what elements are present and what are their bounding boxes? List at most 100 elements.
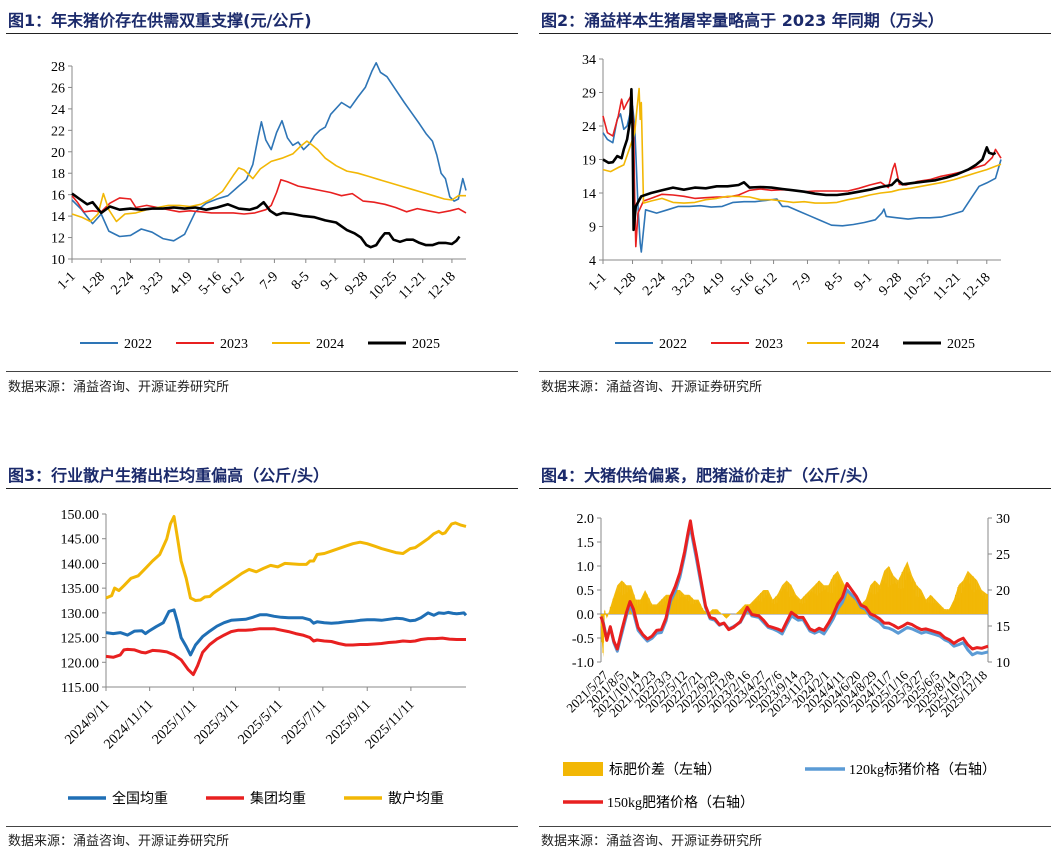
chart-1-x-tick-label: 6-12: [219, 269, 248, 298]
chart-3-y-tick-label: 125.00: [61, 632, 100, 647]
chart-2-x-tick-label: 1-1: [586, 270, 610, 294]
chart-2-x-tick-label: 3-23: [670, 270, 699, 299]
chart-4-bottom-rule: [539, 826, 1051, 827]
chart-3-legend-label: 集团均重: [250, 790, 306, 807]
chart-1-y-tick-label: 22: [51, 124, 65, 139]
chart-1-y-tick-label: 28: [51, 60, 65, 75]
chart-3-y-tick-label: 150.00: [61, 508, 100, 523]
chart-4-top-rule: [539, 488, 1051, 489]
chart-2-y-tick-label: 9: [589, 221, 596, 236]
chart-1-x-tick-label: 12-18: [425, 269, 459, 303]
chart-1-x-tick-label: 2-24: [109, 269, 138, 298]
chart-1-legend-label: 2023: [220, 337, 248, 352]
chart-3-top-rule: [6, 488, 518, 489]
chart-2-series-2023: [602, 94, 1002, 248]
chart-2-title: 图2：涌益样本生猪屠宰量略高于 2023 年同期（万头）: [541, 11, 944, 30]
chart-1-legend-label: 2022: [124, 337, 152, 352]
chart-4-y-tick-label-right: 25: [996, 548, 1010, 563]
chart-1-x-tick-label: 5-16: [196, 269, 225, 298]
chart-2-x-tick-label: 6-12: [752, 270, 781, 299]
chart-3-legend-label: 全国均重: [112, 790, 168, 807]
chart-2-top-rule: [539, 33, 1051, 34]
chart-2-legend-label: 2025: [947, 337, 975, 352]
chart-4-series-150kg肥猪价格（右轴）: [599, 519, 989, 651]
chart-1-series-2024: [71, 140, 466, 223]
chart-4-y-tick-label-left: 0.5: [577, 584, 595, 599]
chart-1-source: 数据来源：涌益咨询、开源证券研究所: [8, 380, 230, 395]
chart-1-legend-label: 2025: [412, 337, 440, 352]
chart-1-bottom-rule: [6, 371, 518, 372]
chart-2-y-tick-label: 14: [582, 187, 596, 202]
chart-2-x-tick-label: 2-24: [640, 270, 669, 299]
chart-2-x-tick-label: 8-5: [822, 270, 846, 294]
chart-3-y-tick-label: 140.00: [61, 557, 100, 572]
chart-3-series-散户均重: [105, 515, 467, 602]
chart-1-y-tick-label: 20: [51, 146, 65, 161]
chart-3-x-tick-label: 2025/3/11: [192, 697, 242, 747]
chart-1-x-tick-label: 3-23: [138, 269, 167, 298]
chart-4-figure: -1.0-0.50.00.51.01.52.010152025302021/5/…: [563, 512, 1010, 811]
chart-3-y-tick-label: 130.00: [61, 607, 100, 622]
chart-2-x-tick-label: 11-21: [931, 270, 964, 303]
chart-1-x-tick-label: 11-21: [396, 269, 429, 302]
chart-1-x-tick-label: 1-1: [55, 269, 79, 293]
chart-3-y-tick-label: 120.00: [61, 656, 100, 671]
chart-2-series-2024: [602, 87, 1002, 204]
chart-3-title: 图3：行业散户生猪出栏均重偏高（公斤/头）: [8, 466, 329, 485]
chart-4-legend-swatch-spread: [563, 762, 603, 776]
chart-3-source: 数据来源：涌益咨询、开源证券研究所: [8, 834, 230, 849]
chart-3-x-tick-label: 2025/1/11: [150, 697, 200, 747]
chart-2-legend-label: 2022: [659, 337, 687, 352]
chart-1-x-tick-label: 4-19: [167, 269, 196, 298]
chart-1-x-tick-label: 7-9: [257, 269, 281, 293]
chart-2-x-tick-label: 9-1: [852, 270, 876, 294]
chart-2-legend-label: 2024: [851, 337, 879, 352]
chart-4-title: 图4：大猪供给偏紧，肥猪溢价走扩（公斤/头）: [541, 466, 878, 485]
chart-4-legend-label-spread: 标肥价差（左轴）: [609, 762, 721, 778]
chart-2-y-tick-label: 19: [582, 154, 596, 169]
chart-4-series-120kg标猪价格（右轴）: [599, 525, 989, 657]
chart-1-x-tick-label: 8-5: [289, 269, 313, 293]
chart-4-y-tick-label-left: -1.0: [572, 656, 594, 671]
chart-4-y-tick-label-left: 1.0: [577, 560, 595, 575]
chart-4-y-tick-label-left: 1.5: [577, 536, 595, 551]
chart-4-y-tick-label-left: -0.5: [572, 632, 594, 647]
chart-3-x-tick-label: 2025/5/11: [236, 697, 286, 747]
chart-3-bottom-rule: [6, 826, 518, 827]
chart-3-figure: 115.00 120.00 125.00 130.00 135.00 140.00 145.…: [61, 508, 468, 807]
chart-3-series-全国均重: [105, 608, 468, 657]
chart-3-legend-label: 散户均重: [388, 790, 444, 807]
chart-2-legend-label: 2023: [755, 337, 783, 352]
chart-4-y-tick-label-right: 15: [996, 620, 1010, 635]
chart-2-source: 数据来源：涌益咨询、开源证券研究所: [541, 380, 763, 395]
chart-4-y-tick-label-right: 20: [996, 584, 1010, 599]
chart-4-y-tick-label-left: 2.0: [577, 512, 595, 527]
chart-2-bottom-rule: [539, 371, 1051, 372]
chart-2-x-tick-label: 1-28: [611, 270, 640, 299]
chart-2-y-tick-label: 4: [589, 254, 596, 269]
chart-1-y-tick-label: 12: [51, 232, 65, 247]
chart-2-y-tick-label: 24: [582, 120, 596, 135]
chart-2-x-tick-label: 4-19: [699, 270, 728, 299]
chart-3-y-tick-label: 115.00: [61, 681, 99, 696]
chart-1-y-tick-label: 24: [51, 103, 65, 118]
chart-1-x-tick-label: 9-1: [318, 269, 342, 293]
chart-1-y-tick-label: 26: [51, 81, 65, 96]
chart-1-y-tick-label: 10: [51, 253, 65, 268]
chart-1-x-tick-label: 1-28: [79, 269, 108, 298]
chart-4-source: 数据来源：涌益咨询、开源证券研究所: [541, 834, 763, 849]
chart-2-figure: 4 9 14 19 24 29 34 1-1 1-28 2-24 3-23 4-19 5-166-12 7…: [582, 53, 1002, 352]
chart-3-series-集团均重: [105, 627, 466, 677]
chart-3-y-tick-label: 135.00: [61, 582, 100, 597]
chart-1-y-tick-label: 18: [51, 167, 65, 182]
chart-1-top-rule: [6, 33, 518, 34]
chart-4-legend-label-150kg: 150kg肥猪价格（右轴）: [607, 795, 754, 811]
chart-4-y-tick-label-right: 10: [996, 656, 1010, 671]
chart-2-y-tick-label: 29: [582, 87, 596, 102]
chart-3-x-tick-label: 2025/7/11: [279, 697, 329, 747]
chart-2-x-tick-label: 12-18: [960, 270, 994, 304]
chart-1-x-tick-label: 10-25: [367, 269, 401, 303]
chart-4-legend-label-120kg: 120kg标猪价格（右轴）: [849, 762, 996, 778]
chart-3-y-tick-label: 145.00: [61, 533, 100, 548]
